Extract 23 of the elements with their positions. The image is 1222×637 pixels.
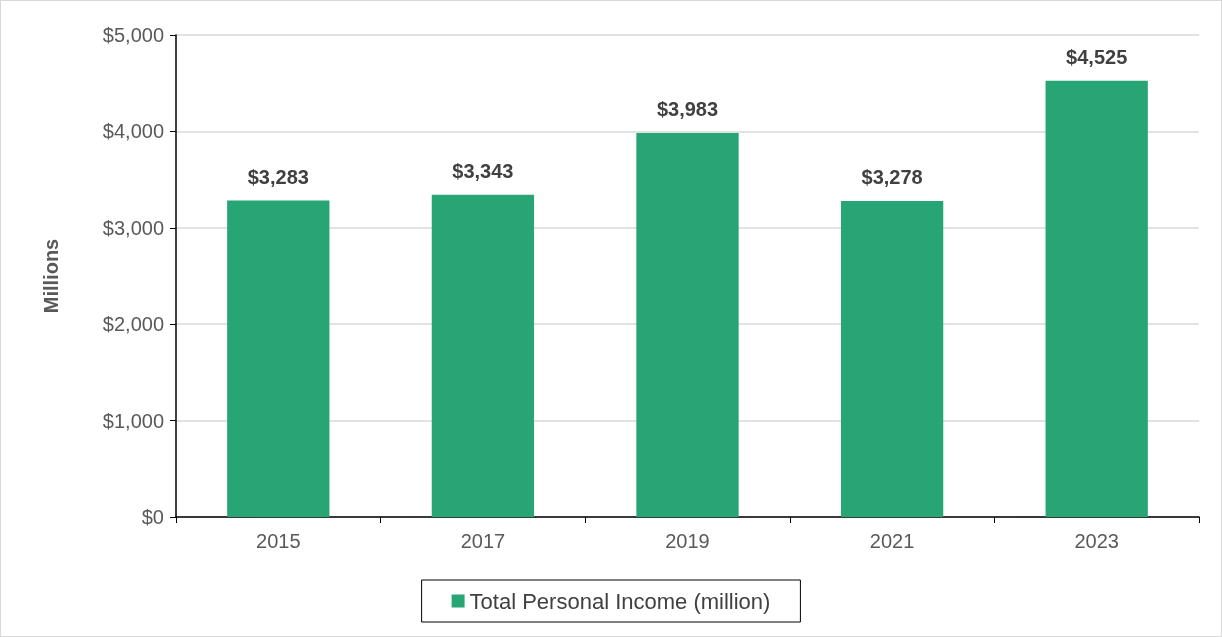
bar [636, 133, 739, 517]
x-tick-label: 2023 [1074, 530, 1119, 552]
x-tick-label: 2019 [665, 530, 710, 552]
data-label: $3,283 [247, 165, 309, 188]
bar [227, 200, 330, 517]
y-tick-label: $1,000 [102, 409, 164, 432]
y-tick-label: $4,000 [102, 120, 164, 143]
bar [1045, 80, 1148, 517]
data-label: $3,278 [861, 166, 923, 188]
y-tick-label: $0 [141, 506, 164, 528]
legend-label: Total Personal Income (million) [469, 588, 771, 614]
y-tick-label: $3,000 [102, 216, 164, 239]
data-label: $3,343 [452, 159, 514, 182]
bar [431, 194, 535, 517]
x-tick-label: 2015 [256, 530, 301, 552]
y-tick-label: $2,000 [102, 313, 164, 336]
x-tick-label: 2021 [869, 530, 915, 552]
bar [840, 201, 944, 517]
y-tick-label: $5,000 [102, 24, 164, 46]
data-label: $4,525 [1066, 45, 1128, 68]
data-label: $3,983 [656, 98, 719, 121]
y-axis-title: Millions [40, 238, 62, 314]
x-tick-label: 2017 [460, 530, 506, 552]
